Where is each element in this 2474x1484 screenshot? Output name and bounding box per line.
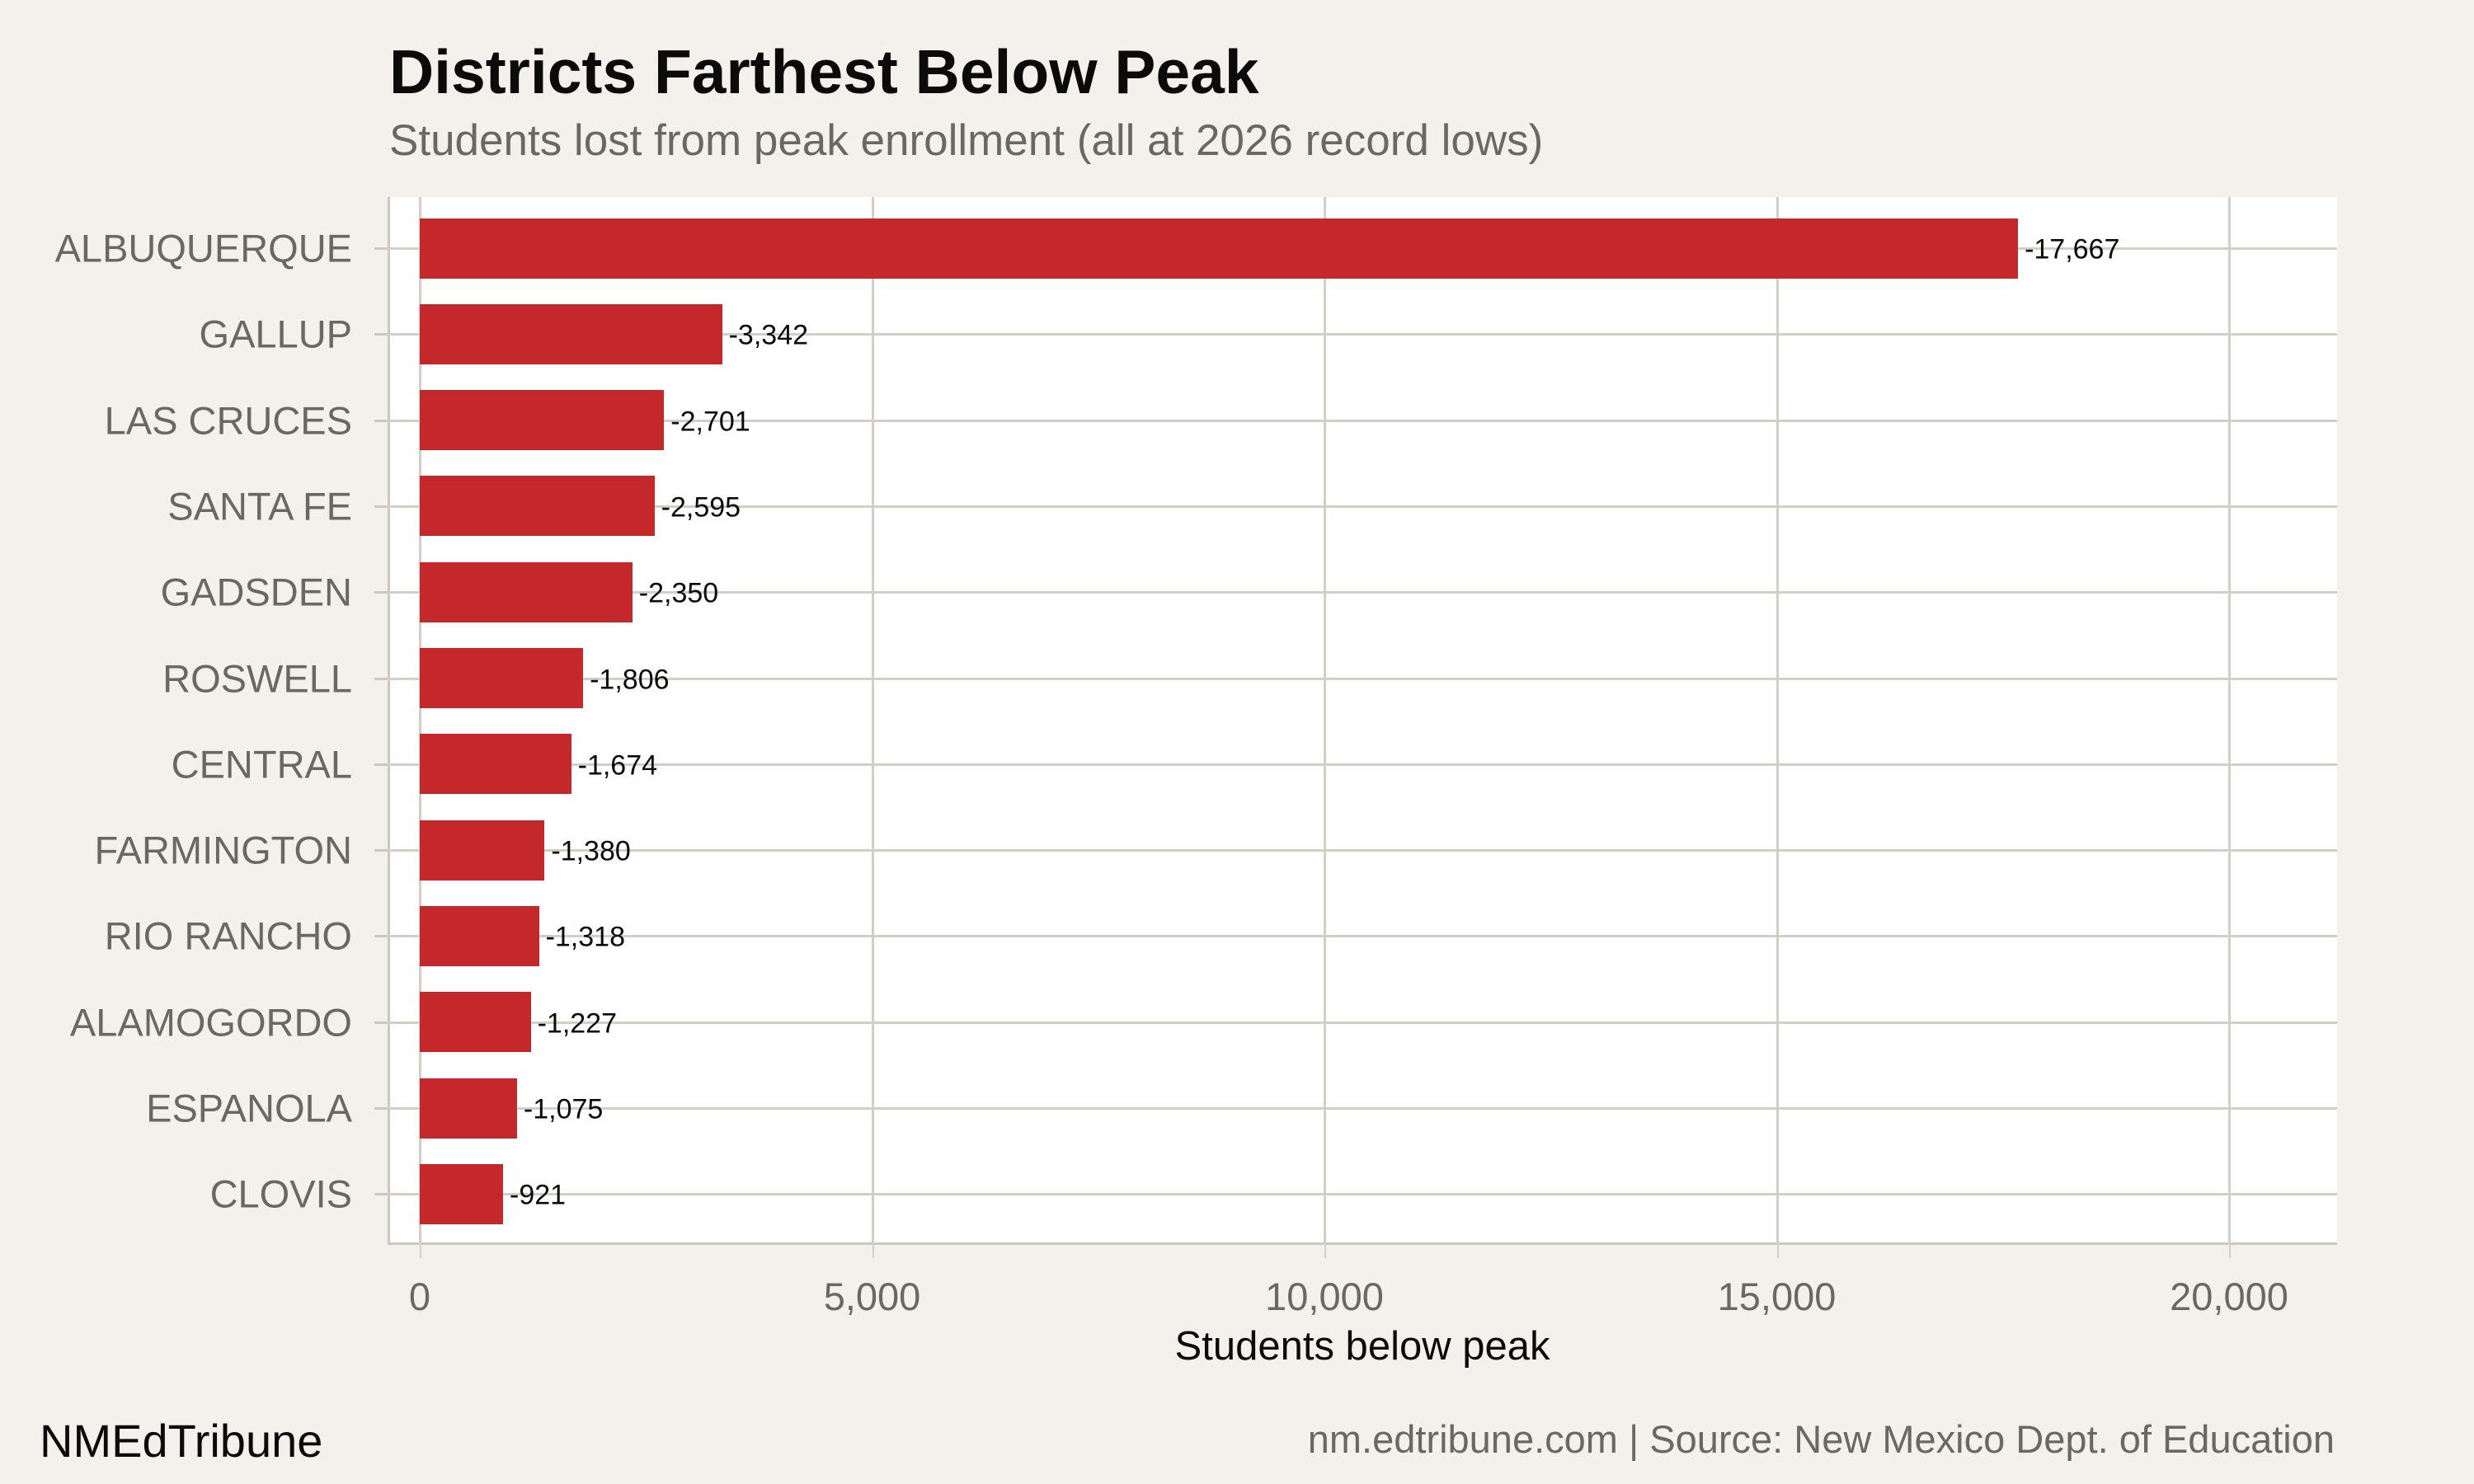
- y-gridline: [388, 591, 2337, 594]
- y-tick: [374, 333, 388, 336]
- bar-value-label: -1,227: [537, 1007, 617, 1040]
- bar: [420, 1163, 504, 1224]
- y-tick: [374, 1193, 388, 1196]
- y-gridline: [388, 849, 2337, 852]
- bar: [420, 218, 2019, 279]
- x-tick-label: 5,000: [823, 1275, 921, 1318]
- y-tick: [374, 247, 388, 250]
- bar-value-label: -1,674: [577, 749, 658, 782]
- category-label: LAS CRUCES: [104, 398, 352, 443]
- x-gridline: [2228, 197, 2231, 1245]
- y-gridline: [388, 1193, 2337, 1196]
- y-tick: [374, 849, 388, 852]
- bar-value-label: -17,667: [2025, 233, 2120, 265]
- y-gridline: [388, 333, 2337, 336]
- y-tick: [374, 505, 388, 508]
- y-gridline: [388, 1021, 2337, 1024]
- category-label: SANTA FE: [167, 484, 352, 528]
- x-axis-title: Students below peak: [1174, 1324, 1550, 1369]
- x-gridline: [871, 197, 874, 1245]
- bar: [420, 905, 539, 966]
- x-tick: [1324, 1245, 1326, 1258]
- y-gridline: [388, 419, 2337, 422]
- bar: [420, 476, 655, 537]
- category-label: ESPANOLA: [146, 1086, 352, 1130]
- y-gridline: [388, 935, 2337, 938]
- bar-value-label: -921: [510, 1179, 567, 1211]
- bar: [420, 648, 584, 708]
- bar: [420, 303, 722, 364]
- y-gridline: [388, 505, 2337, 508]
- bar-value-label: -1,318: [545, 921, 625, 953]
- x-tick: [872, 1245, 874, 1258]
- bar-value-label: -1,380: [551, 835, 631, 867]
- bar: [420, 992, 531, 1053]
- x-tick: [1776, 1245, 1779, 1258]
- bar: [420, 1078, 517, 1139]
- x-tick: [420, 1245, 421, 1258]
- y-tick: [374, 935, 388, 938]
- x-tick-label: 20,000: [2170, 1275, 2288, 1318]
- category-label: RIO RANCHO: [104, 913, 352, 958]
- category-label: FARMINGTON: [94, 828, 352, 872]
- bar-value-label: -2,701: [670, 406, 750, 438]
- bar: [420, 819, 545, 881]
- y-gridline: [388, 1107, 2337, 1110]
- chart-subtitle: Students lost from peak enrollment (all …: [389, 116, 1544, 165]
- y-gridline: [388, 763, 2337, 766]
- y-tick: [374, 677, 388, 680]
- source-credit: nm.edtribune.com | Source: New Mexico De…: [1307, 1417, 2335, 1461]
- category-label: ROSWELL: [162, 656, 352, 700]
- x-gridline: [419, 197, 421, 1245]
- category-label: GALLUP: [199, 312, 352, 356]
- x-tick-label: 0: [408, 1275, 431, 1318]
- bar: [420, 561, 633, 622]
- y-tick: [374, 591, 388, 594]
- category-label: CLOVIS: [209, 1172, 352, 1216]
- x-tick: [2229, 1245, 2231, 1258]
- category-label: GADSDEN: [160, 570, 352, 614]
- bar-value-label: -2,350: [638, 577, 719, 609]
- bar: [420, 390, 665, 451]
- plot-panel: [388, 197, 2337, 1245]
- bar-value-label: -1,075: [523, 1093, 604, 1125]
- x-tick-label: 15,000: [1717, 1275, 1837, 1318]
- x-gridline: [1776, 197, 1779, 1245]
- category-label: ALAMOGORDO: [69, 1000, 352, 1045]
- y-tick: [374, 1107, 388, 1110]
- bar: [420, 734, 571, 795]
- category-label: ALBUQUERQUE: [54, 226, 352, 270]
- bar-value-label: -2,595: [661, 491, 741, 524]
- bar-value-label: -3,342: [728, 319, 809, 351]
- y-tick: [374, 419, 388, 422]
- chart-title: Districts Farthest Below Peak: [389, 37, 1259, 106]
- y-tick: [374, 763, 388, 766]
- x-gridline: [1324, 197, 1326, 1245]
- y-tick: [374, 1021, 388, 1024]
- x-tick-label: 10,000: [1265, 1275, 1384, 1318]
- bar-value-label: -1,806: [590, 664, 670, 695]
- category-label: CENTRAL: [171, 742, 352, 787]
- brand-logo-text: NMEdTribune: [40, 1415, 323, 1467]
- y-gridline: [388, 677, 2337, 680]
